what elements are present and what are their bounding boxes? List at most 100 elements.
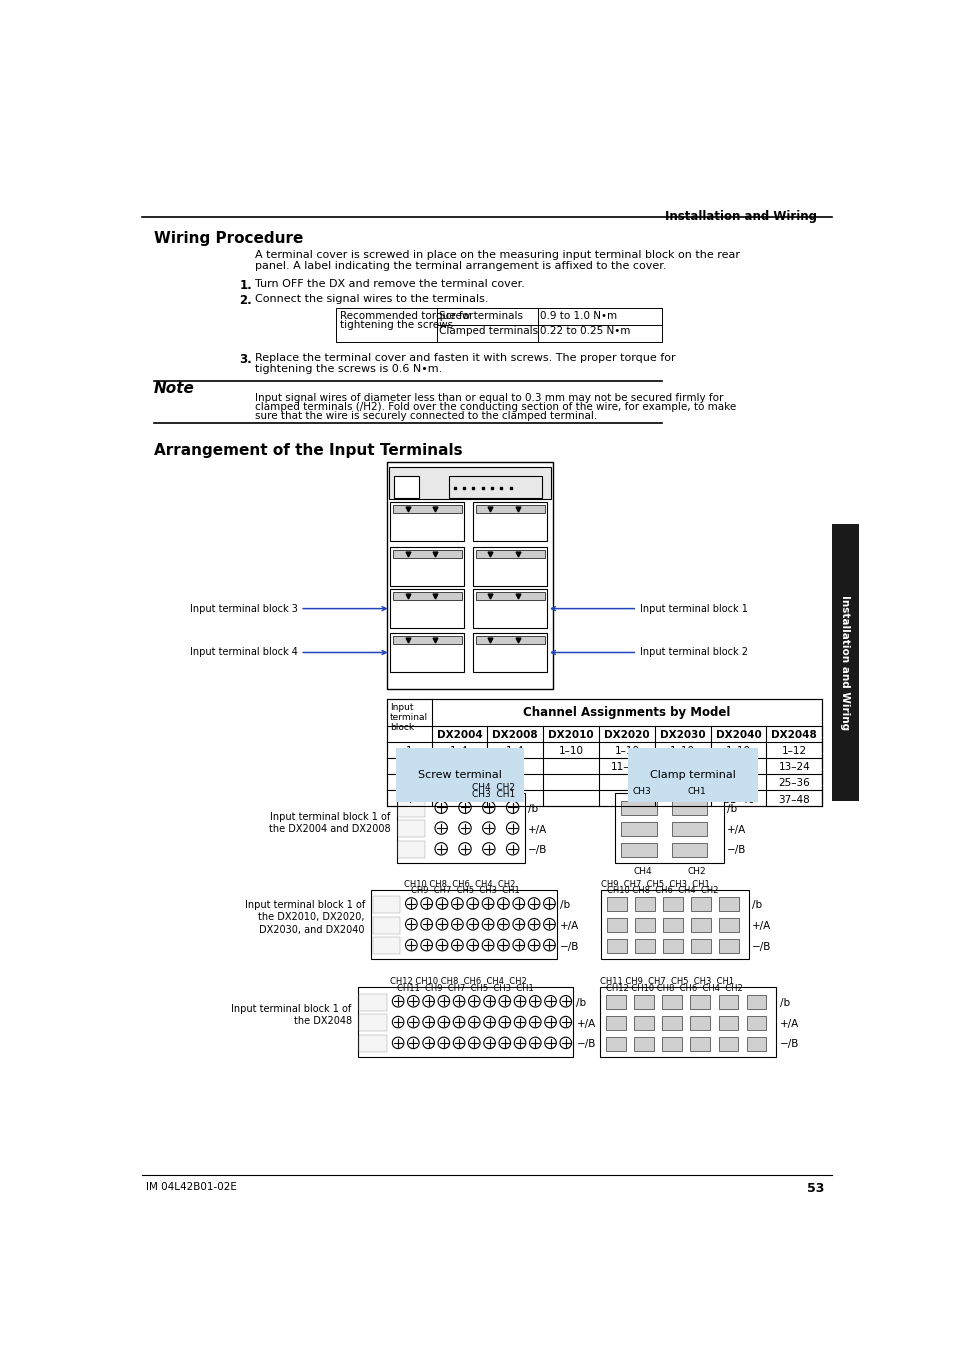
Text: Channel Assignments by Model: Channel Assignments by Model bbox=[522, 706, 730, 720]
Bar bbox=[718, 1017, 738, 1030]
Bar bbox=[373, 896, 399, 913]
Text: Arrangement of the Input Terminals: Arrangement of the Input Terminals bbox=[154, 443, 462, 458]
Text: 0.22 to 0.25 N•m: 0.22 to 0.25 N•m bbox=[539, 325, 630, 336]
Text: the DX2010, DX2020,: the DX2010, DX2020, bbox=[258, 913, 365, 922]
Text: +/A: +/A bbox=[751, 921, 770, 931]
Text: Input
terminal
block: Input terminal block bbox=[390, 702, 427, 732]
Text: 21–30: 21–30 bbox=[722, 779, 754, 788]
Text: 11–20: 11–20 bbox=[666, 763, 698, 772]
Bar bbox=[671, 822, 706, 836]
Bar bbox=[448, 477, 541, 498]
Text: DX2020: DX2020 bbox=[603, 730, 649, 740]
Bar bbox=[386, 462, 553, 690]
Text: DX2008: DX2008 bbox=[492, 730, 537, 740]
Bar bbox=[671, 842, 706, 856]
Text: Clamped terminals: Clamped terminals bbox=[439, 325, 537, 336]
Text: +/A: +/A bbox=[559, 921, 578, 931]
Text: CH12 CH10 CH8  CH6  CH4  CH2: CH12 CH10 CH8 CH6 CH4 CH2 bbox=[605, 984, 742, 992]
Text: Input signal wires of diameter less than or equal to 0.3 mm may not be secured f: Input signal wires of diameter less than… bbox=[254, 393, 722, 404]
Bar bbox=[473, 502, 546, 541]
Text: Input terminal block 2: Input terminal block 2 bbox=[551, 648, 747, 657]
Bar bbox=[371, 890, 557, 958]
Text: /b: /b bbox=[726, 803, 737, 814]
Text: CH3  CH1: CH3 CH1 bbox=[471, 790, 515, 799]
Text: /b: /b bbox=[559, 900, 570, 910]
Text: IM 04L42B01-02E: IM 04L42B01-02E bbox=[146, 1183, 237, 1192]
Bar bbox=[357, 987, 573, 1057]
Text: 11–20: 11–20 bbox=[722, 763, 754, 772]
Text: /b: /b bbox=[779, 998, 789, 1008]
Text: DX2048: DX2048 bbox=[771, 730, 817, 740]
Bar bbox=[690, 995, 709, 1008]
Bar bbox=[746, 995, 765, 1008]
Bar bbox=[634, 1037, 653, 1050]
Text: +/A: +/A bbox=[527, 825, 546, 834]
Text: Input terminal block 1 of: Input terminal block 1 of bbox=[232, 1004, 352, 1014]
Bar bbox=[397, 799, 425, 817]
Bar bbox=[746, 1017, 765, 1030]
Bar bbox=[397, 841, 425, 859]
Text: +/A: +/A bbox=[779, 1019, 798, 1029]
Text: −/B: −/B bbox=[576, 1040, 596, 1049]
Text: +/A: +/A bbox=[726, 825, 745, 834]
Text: 1–4: 1–4 bbox=[450, 747, 468, 756]
Bar bbox=[634, 995, 653, 1008]
Text: 1–10: 1–10 bbox=[669, 747, 695, 756]
Bar bbox=[393, 505, 461, 513]
Bar bbox=[719, 940, 738, 953]
Text: Input terminal block 1 of: Input terminal block 1 of bbox=[244, 900, 365, 910]
Bar bbox=[389, 467, 550, 500]
Text: 2.: 2. bbox=[239, 294, 252, 308]
Text: CH4  CH2: CH4 CH2 bbox=[471, 783, 515, 792]
Bar bbox=[359, 1014, 386, 1031]
Text: 1.: 1. bbox=[239, 279, 252, 292]
Text: 1–10: 1–10 bbox=[558, 747, 583, 756]
Bar bbox=[396, 794, 524, 863]
Text: 53: 53 bbox=[806, 1183, 823, 1195]
Text: DX2030, and DX2040: DX2030, and DX2040 bbox=[259, 925, 365, 934]
Text: A terminal cover is screwed in place on the measuring input terminal block on th: A terminal cover is screwed in place on … bbox=[254, 250, 740, 259]
Bar bbox=[476, 593, 544, 601]
Text: Input terminal block 1: Input terminal block 1 bbox=[551, 603, 747, 614]
Text: Recommended torque for: Recommended torque for bbox=[340, 312, 473, 321]
Bar bbox=[635, 918, 655, 932]
Bar bbox=[615, 794, 723, 863]
Text: DX2004: DX2004 bbox=[436, 730, 482, 740]
Bar bbox=[393, 593, 461, 601]
Bar bbox=[373, 937, 399, 954]
Bar bbox=[397, 821, 425, 837]
Bar bbox=[690, 1017, 709, 1030]
Bar bbox=[373, 917, 399, 934]
Text: CH10 CH8  CH6  CH4  CH2: CH10 CH8 CH6 CH4 CH2 bbox=[403, 880, 515, 888]
Text: −/B: −/B bbox=[751, 942, 770, 952]
Text: Connect the signal wires to the terminals.: Connect the signal wires to the terminal… bbox=[254, 294, 488, 305]
Text: panel. A label indicating the terminal arrangement is affixed to the cover.: panel. A label indicating the terminal a… bbox=[254, 261, 666, 270]
Bar bbox=[390, 502, 464, 541]
Bar bbox=[620, 822, 656, 836]
Bar bbox=[607, 918, 626, 932]
Bar bbox=[620, 801, 656, 815]
Text: −/B: −/B bbox=[559, 942, 579, 952]
Text: DX2010: DX2010 bbox=[548, 730, 594, 740]
Bar bbox=[691, 918, 710, 932]
Text: −/B: −/B bbox=[726, 845, 745, 856]
Bar bbox=[718, 995, 738, 1008]
Text: DX2040: DX2040 bbox=[715, 730, 760, 740]
Text: 1–4: 1–4 bbox=[505, 747, 524, 756]
Bar bbox=[393, 636, 461, 644]
Bar bbox=[359, 994, 386, 1011]
Bar bbox=[393, 549, 461, 558]
Text: tightening the screws is 0.6 N•m.: tightening the screws is 0.6 N•m. bbox=[254, 363, 441, 374]
Text: sure that the wire is securely connected to the clamped terminal.: sure that the wire is securely connected… bbox=[254, 412, 597, 421]
Bar bbox=[476, 549, 544, 558]
Bar bbox=[662, 918, 682, 932]
Bar bbox=[476, 505, 544, 513]
Text: Note: Note bbox=[154, 381, 194, 396]
Text: 1–10: 1–10 bbox=[614, 747, 639, 756]
Bar bbox=[473, 633, 546, 672]
Bar bbox=[691, 898, 710, 911]
Text: Input terminal block 4: Input terminal block 4 bbox=[190, 648, 386, 657]
Text: /b: /b bbox=[751, 900, 761, 910]
Bar bbox=[634, 1017, 653, 1030]
Text: 5–8: 5–8 bbox=[505, 763, 524, 772]
